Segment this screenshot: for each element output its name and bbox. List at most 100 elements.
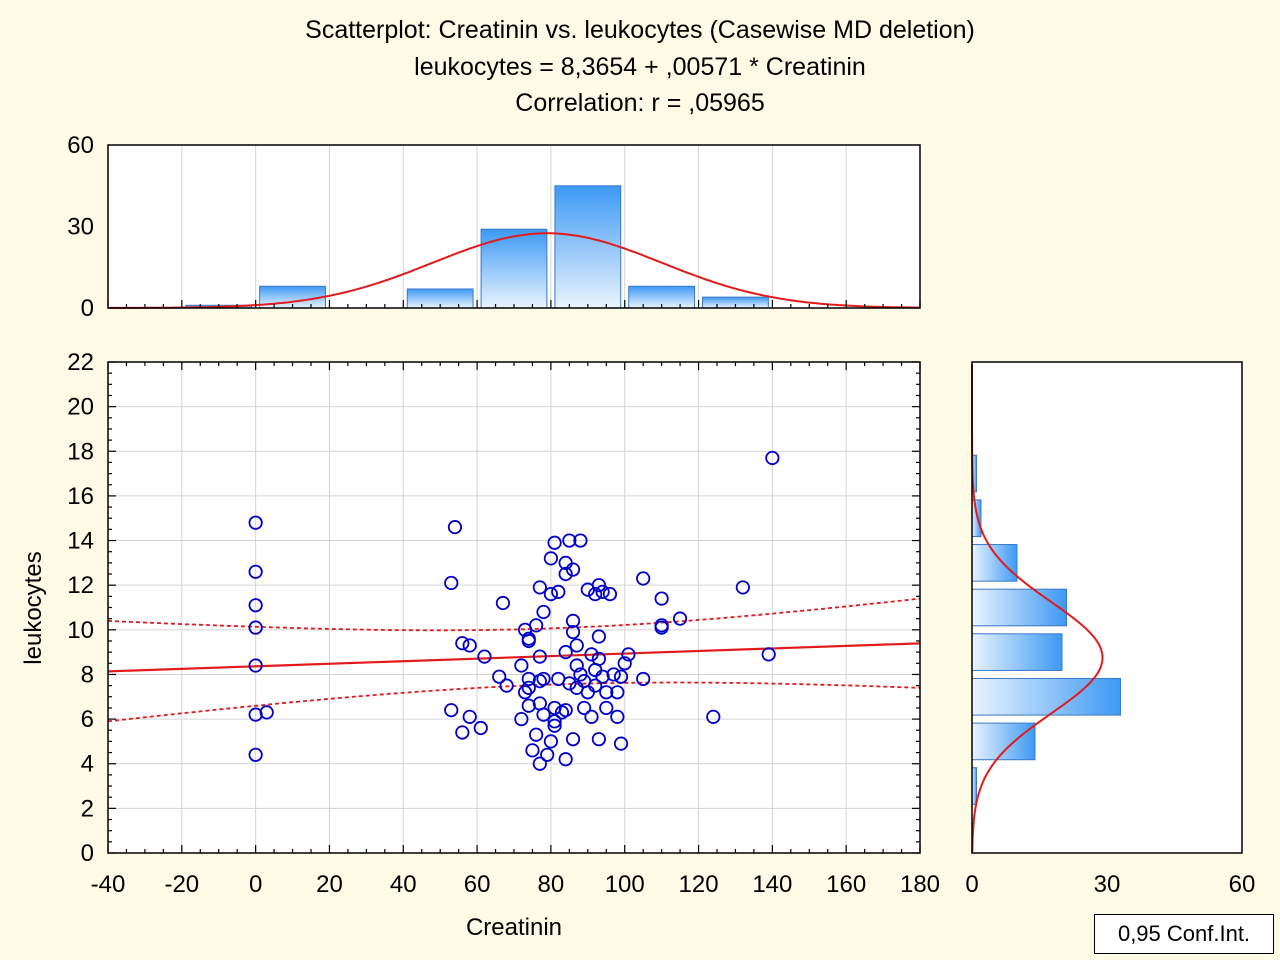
ci-lower-band [107,681,921,723]
scatter-point [591,732,606,747]
scatter-point [558,645,573,660]
scatter-point [532,580,547,595]
scatter-point [613,669,629,684]
y-tick-label: 22 [67,349,94,376]
scatter-point [444,703,459,718]
y-tick-label: 8 [81,661,94,688]
scatter-point [565,624,581,640]
scatter-point [529,727,544,742]
scatter-point [591,629,606,644]
x-tick-label: 100 [605,871,645,898]
scatter-point [588,587,603,602]
scatter-point [525,743,540,758]
scatter-point [532,649,547,664]
scatter-point [569,658,584,673]
scatter-point [536,707,551,722]
scatter-point [248,747,263,762]
correlation-text: Correlation: r = ,05965 [515,89,765,117]
scatter-point [654,620,669,635]
scatter-point [455,725,470,740]
regression-line [107,642,921,673]
scatter-point [562,676,577,691]
y-histogram-bar [971,544,1018,582]
scatter-point [636,571,651,586]
scatter-point [577,700,592,716]
scatter-point [672,611,688,626]
scatter-point [591,651,606,666]
right-hist-x-tick-label: 0 [965,871,978,898]
scatter-point [706,709,721,724]
scatter-point [573,533,588,548]
scatter-point [595,584,610,599]
x-tick-label: -40 [91,871,126,898]
scatter-point [259,705,274,720]
x-tick-label: 40 [390,871,417,898]
scatter-point [584,709,599,724]
x-tick-label: 120 [679,871,719,898]
scatter-point [248,598,263,613]
x-tick-label: 20 [316,871,343,898]
scatter-point [529,618,544,633]
scatter-point [521,680,536,695]
y-tick-label: 14 [67,528,94,555]
scatter-point [521,633,536,649]
y-histogram-bar [971,633,1063,671]
legend-conf-int: 0,95 Conf.Int. [1094,914,1274,954]
ci-upper-band [107,597,921,632]
scatter-point [606,667,621,682]
scatter-point [444,575,459,591]
scatter-point [543,734,559,749]
scatter-point [584,647,599,662]
scatter-point [462,709,477,724]
x-tick-label: 0 [249,871,262,898]
scatter-point [573,667,588,682]
scatter-point [735,580,750,595]
scatter-point [565,732,581,747]
scatter-point [547,714,562,729]
scatter-point [551,584,566,599]
scatter-point [536,671,551,687]
scatter-point [543,551,559,566]
scatter-point [654,591,669,606]
y-tick-label: 2 [81,795,94,822]
scatter-point [248,515,263,530]
x-tick-label: -20 [164,871,199,898]
scatter-point [617,656,632,671]
y-tick-label: 18 [67,438,94,465]
x-tick-label: 160 [826,871,866,898]
scatter-point [248,658,263,673]
scatter-point [495,595,511,611]
y-tick-label: 10 [67,617,94,644]
scatter-point [473,720,488,736]
scatter-point [543,587,559,602]
x-tick-label: 180 [900,871,940,898]
right-hist-x-tick-label: 30 [1094,871,1121,898]
scatter-point [499,678,514,693]
scatter-point [610,685,625,700]
scatter-point [588,678,603,693]
regression-equation: leukocytes = 8,3654 + ,00571 * Creatinin [414,53,866,81]
scatter-point [248,620,263,635]
scatter-point [547,535,562,550]
scatter-point [517,685,533,700]
scatter-point [455,636,470,651]
scatter-point [610,709,625,724]
scatter-point [599,700,614,716]
scatter-point [477,649,492,664]
top-hist-y-tick-label: 0 [81,295,94,322]
x-histogram-bar [554,185,622,309]
y-histogram-bar [971,677,1121,716]
scatter-point [558,752,573,767]
top-hist-y-tick-label: 60 [67,132,94,159]
y-histogram-bar [971,722,1036,761]
scatter-point [462,638,477,653]
x-axis-label: Creatinin [465,914,563,941]
scatter-point [540,747,555,762]
scatter-point [565,562,581,577]
y-tick-label: 12 [67,572,94,599]
y-histogram-bar [971,499,982,538]
chart-title: Scatterplot: Creatinin vs. leukocytes (C… [305,16,975,44]
scatter-point [447,520,463,535]
y-axis-label: leukocytes [20,551,47,665]
